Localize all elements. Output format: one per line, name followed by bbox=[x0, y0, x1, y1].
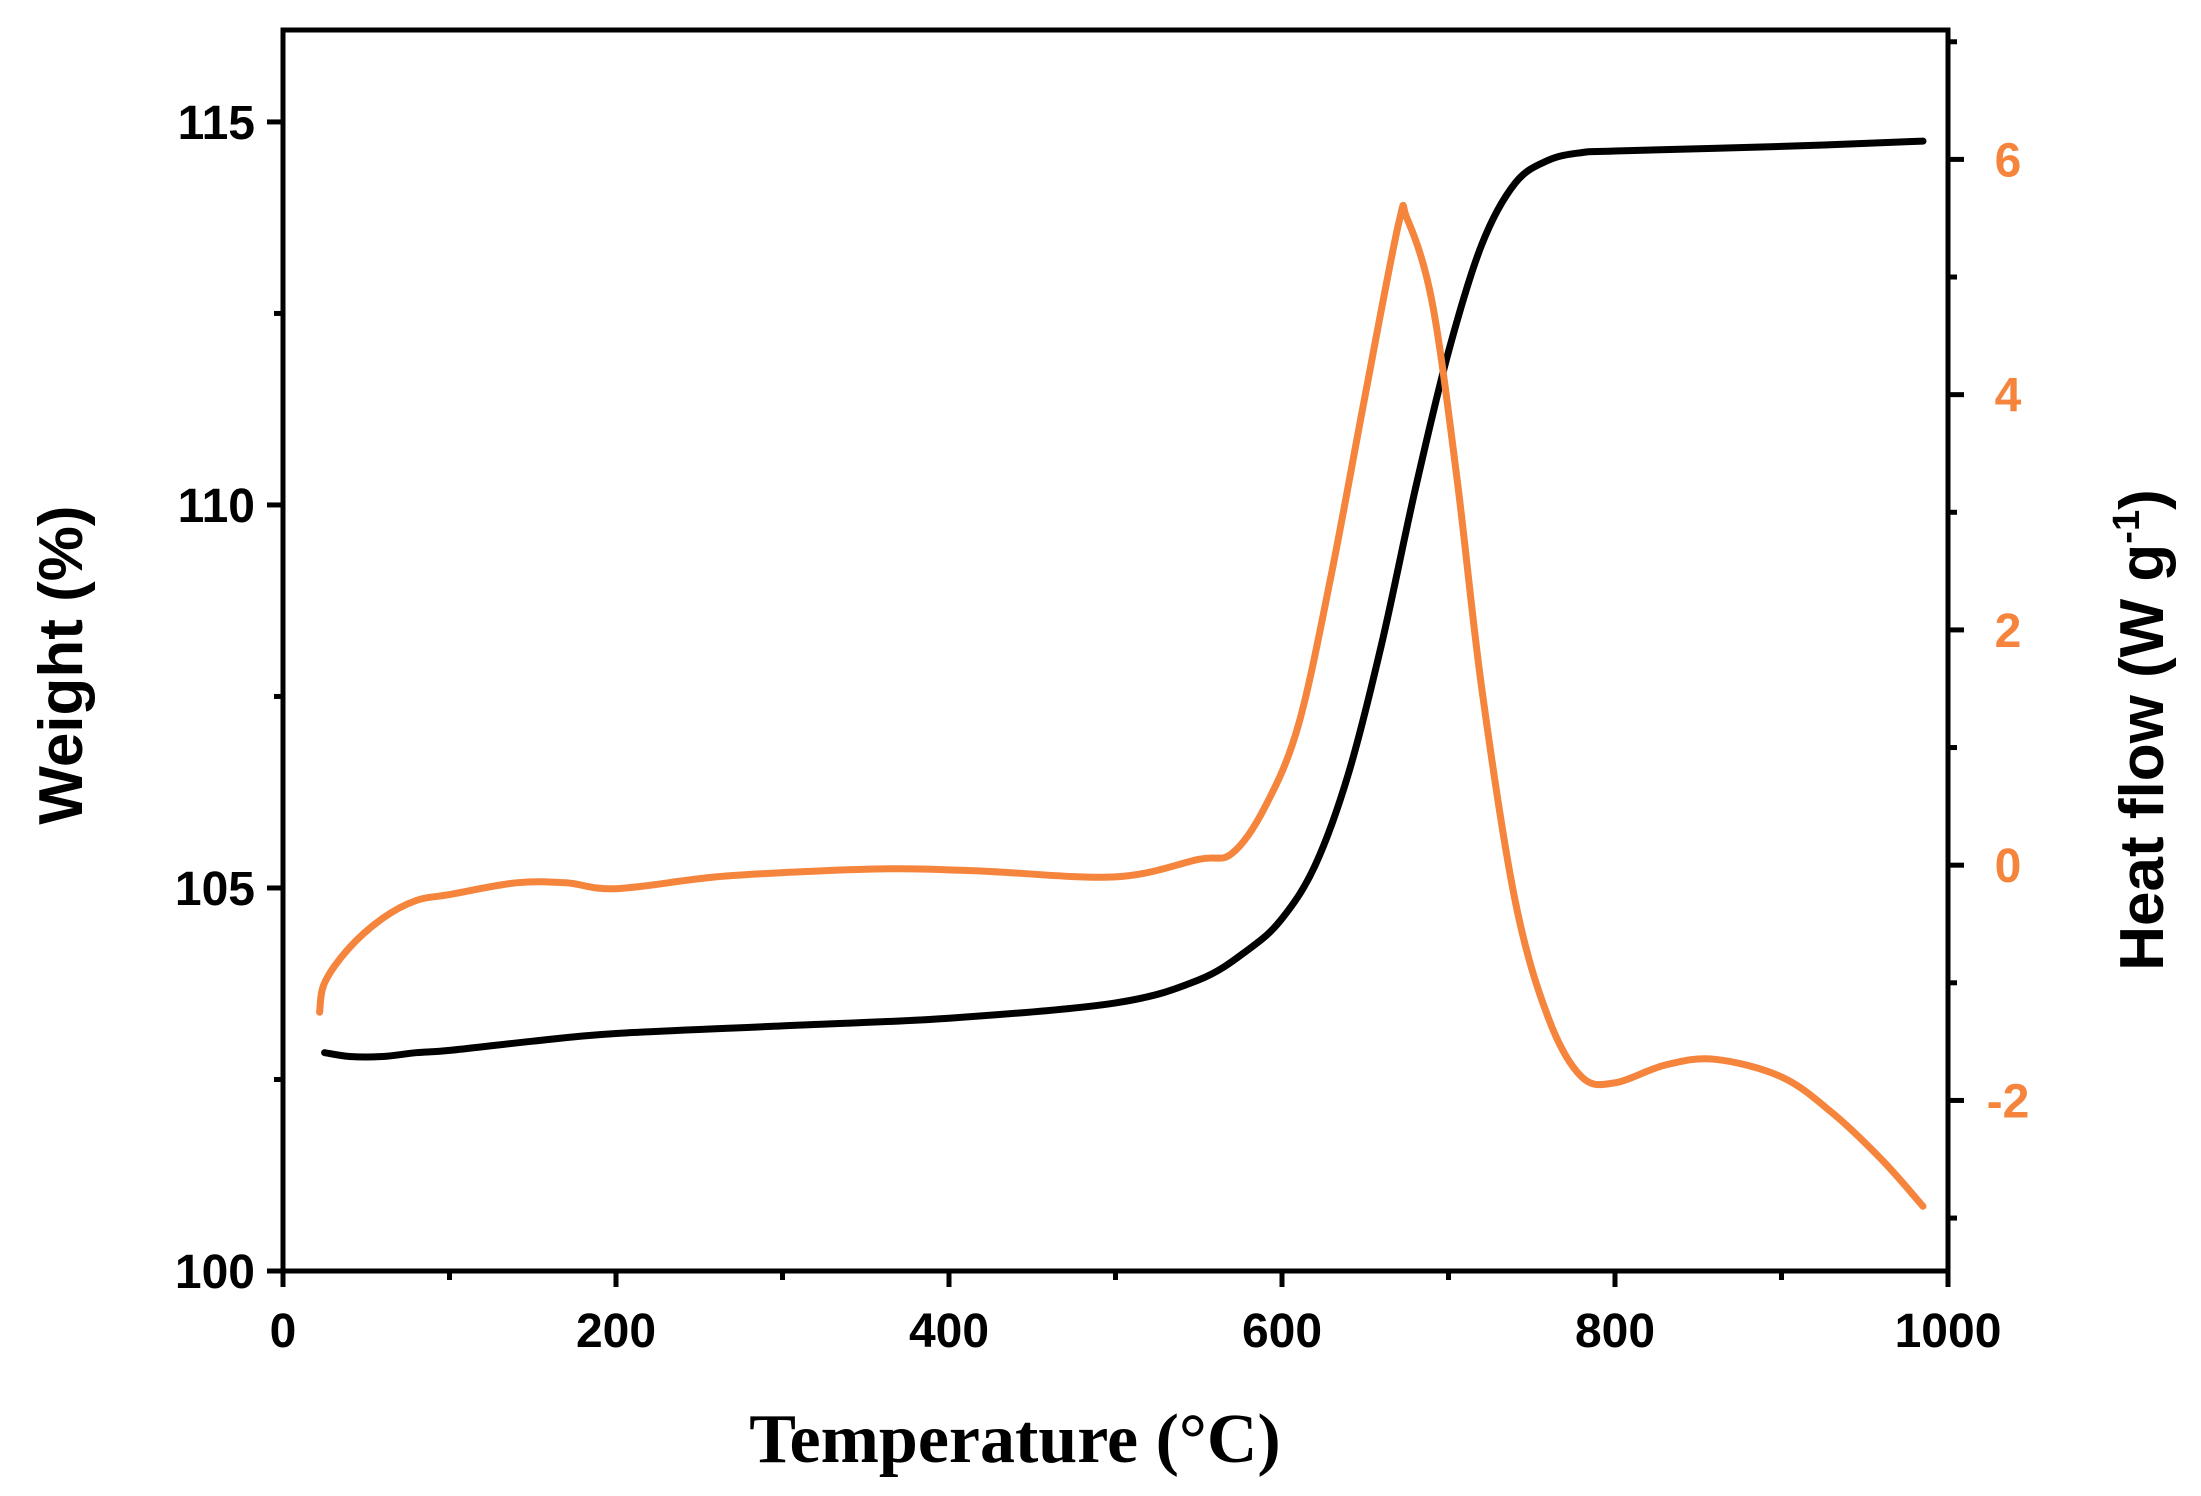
plot-frame bbox=[280, 27, 1951, 1274]
x-tick-label: 1000 bbox=[1895, 1305, 2002, 1358]
left-y-tick-label: 105 bbox=[175, 863, 255, 916]
right-y-tick-label: 0 bbox=[1995, 840, 2022, 893]
left-y-tick-label: 100 bbox=[175, 1246, 255, 1299]
x-tick-label: 0 bbox=[270, 1305, 297, 1358]
right-y-axis-ticks: -2 0 2 4 6 bbox=[1948, 39, 2030, 1221]
x-tick-label: 200 bbox=[576, 1305, 656, 1358]
series-group bbox=[316, 137, 1927, 1210]
heat-flow-series-line bbox=[316, 201, 1927, 1210]
right-y-tick-label: 2 bbox=[1995, 605, 2022, 658]
right-y-axis-title-sup: -1 bbox=[2106, 510, 2148, 544]
right-y-tick-label: -2 bbox=[1987, 1075, 2030, 1128]
right-y-tick-label: 6 bbox=[1995, 134, 2022, 187]
x-axis-ticks: 0 200 400 600 800 1000 bbox=[270, 1271, 2002, 1358]
x-tick-label: 400 bbox=[909, 1305, 989, 1358]
right-y-axis-title: Heat flow (W g-1) bbox=[2106, 489, 2177, 971]
weight-series-line bbox=[321, 137, 1927, 1061]
left-y-axis-title: Weight (%) bbox=[27, 505, 96, 824]
right-y-axis-title-main: Heat flow (W g bbox=[2108, 544, 2177, 971]
left-y-tick-label: 110 bbox=[178, 480, 255, 533]
x-tick-label: 600 bbox=[1242, 1305, 1322, 1358]
x-axis-title: Temperature (°C) bbox=[749, 1401, 1281, 1478]
left-y-tick-label: 115 bbox=[178, 97, 255, 150]
right-y-axis-title-close: ) bbox=[2108, 489, 2177, 510]
right-y-tick-label: 4 bbox=[1995, 370, 2022, 423]
x-tick-label: 800 bbox=[1575, 1305, 1655, 1358]
left-y-axis-ticks: 100 105 110 115 bbox=[175, 97, 283, 1299]
